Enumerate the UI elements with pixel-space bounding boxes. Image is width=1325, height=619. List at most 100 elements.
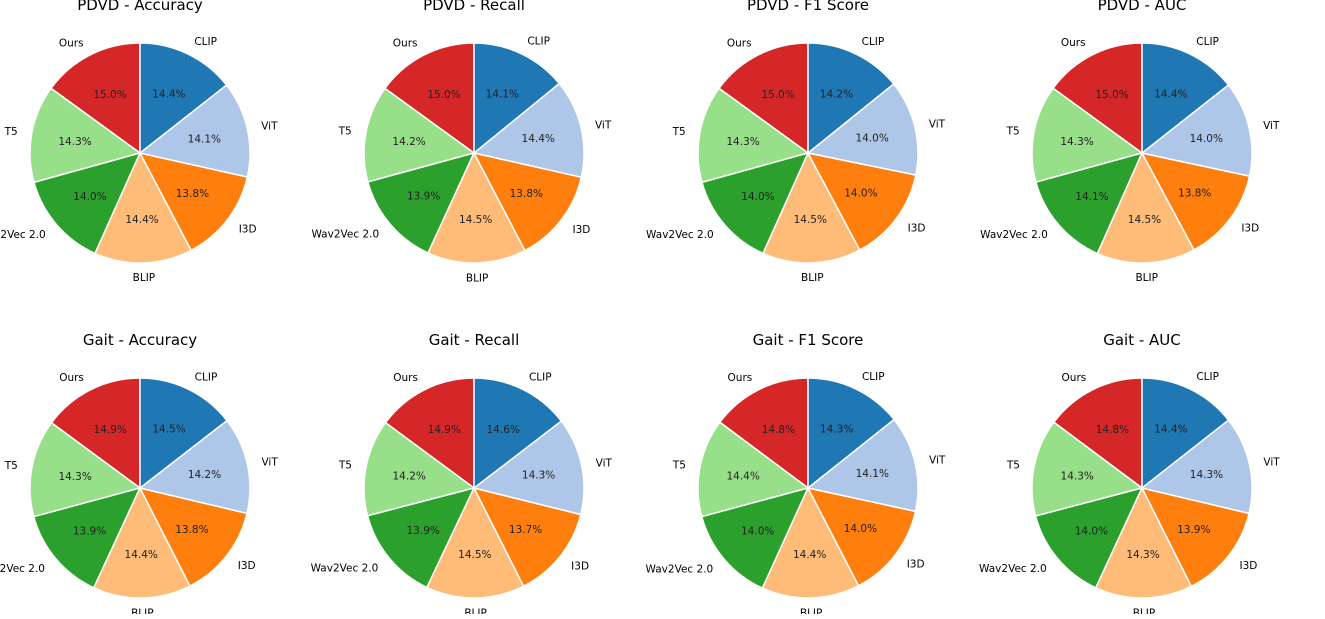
slice-label-t5: T5 xyxy=(672,126,686,138)
pie-slice-t5 xyxy=(1031,87,1144,184)
pie-slice-blip xyxy=(94,151,193,264)
slice-label-wav2vec-2-0: Wav2Vec 2.0 xyxy=(311,562,379,574)
pie-slice-vit xyxy=(472,82,585,179)
pie-slice-vit xyxy=(472,419,585,516)
pie-chart-pdvd-accuracy: PDVD - Accuracy 15.0% Ours 14.3% T5 14.0% Wav2… xyxy=(0,0,278,284)
percent-label: 15.0% xyxy=(1095,89,1128,101)
slice-label-blip: BLIP xyxy=(131,607,153,614)
percent-label: 14.4% xyxy=(152,89,185,101)
slice-label-clip: CLIP xyxy=(529,372,552,384)
pie-slice-blip xyxy=(761,486,860,599)
slice-label-t5: T5 xyxy=(1006,459,1020,471)
pie-slice-blip xyxy=(1096,151,1196,264)
percent-label: 14.1% xyxy=(486,88,519,100)
pie-chart-pdvd-f1-score: PDVD - F1 Score 15.0% Ours 14.3% T5 14.0% Wav2… xyxy=(646,0,946,284)
pie-slice-vit xyxy=(1140,83,1253,178)
percent-label: 14.3% xyxy=(820,424,853,436)
pie-slice-ours xyxy=(50,377,141,490)
percent-label: 14.6% xyxy=(487,424,520,436)
chart-title: Gait - F1 Score xyxy=(753,331,864,349)
slice-label-clip: CLIP xyxy=(1196,371,1219,383)
slice-label-wav2vec-2-0: Wav2Vec 2.0 xyxy=(980,229,1048,241)
pie-slice-t5 xyxy=(697,421,810,518)
slice-label-i3d: I3D xyxy=(239,224,257,236)
percent-label: 14.5% xyxy=(458,549,491,561)
slice-label-blip: BLIP xyxy=(1133,607,1155,614)
chart-title: PDVD - F1 Score xyxy=(747,0,869,14)
percent-label: 14.2% xyxy=(393,471,426,483)
pie-slice-clip xyxy=(139,42,228,155)
slice-label-t5: T5 xyxy=(338,126,352,138)
percent-label: 15.0% xyxy=(427,89,460,101)
pie-slice-ours xyxy=(718,377,809,490)
slice-label-i3d: I3D xyxy=(1239,560,1257,572)
pie-slice-t5 xyxy=(697,87,810,184)
pie-slice-t5 xyxy=(363,87,476,183)
chart-title: Gait - AUC xyxy=(1103,331,1181,349)
pie-slice-blip xyxy=(427,151,526,264)
slice-label-i3d: I3D xyxy=(1241,223,1259,235)
percent-label: 14.0% xyxy=(1190,133,1223,145)
slice-label-wav2vec-2-0: Wav2Vec 2.0 xyxy=(0,229,46,241)
slice-label-wav2vec-2-0: Wav2Vec 2.0 xyxy=(0,563,45,575)
percent-label: 14.4% xyxy=(1154,89,1187,101)
percent-label: 13.8% xyxy=(510,188,543,200)
percent-label: 14.0% xyxy=(844,523,877,535)
percent-label: 14.3% xyxy=(522,470,555,482)
pie-slice-i3d xyxy=(472,486,582,588)
pie-chart-gait-accuracy: Gait - Accuracy 14.9% Ours 14.3% T5 13.9% Wav2… xyxy=(0,331,278,619)
pie-slice-ours xyxy=(384,377,475,490)
pie-slice-ours xyxy=(1052,377,1143,490)
pie-slice-i3d xyxy=(138,151,249,252)
percent-label: 14.0% xyxy=(855,132,888,144)
slice-label-blip: BLIP xyxy=(801,272,823,284)
percent-label: 14.0% xyxy=(741,526,774,538)
slice-label-vit: ViT xyxy=(595,120,612,132)
percent-label: 13.7% xyxy=(509,524,542,536)
pie-slice-i3d xyxy=(1140,486,1250,588)
percent-label: 14.0% xyxy=(844,187,877,199)
slice-label-blip: BLIP xyxy=(1135,272,1157,284)
percent-label: 14.3% xyxy=(726,136,759,148)
pie-slice-i3d xyxy=(472,151,583,252)
percent-label: 14.3% xyxy=(58,136,91,148)
pie-slice-wav2vec-2-0 xyxy=(1034,486,1144,589)
pie-slice-clip xyxy=(473,42,561,155)
pie-slice-t5 xyxy=(363,421,476,517)
slice-label-i3d: I3D xyxy=(571,561,589,573)
pie-slice-vit xyxy=(138,419,251,515)
pie-slice-clip xyxy=(473,377,563,490)
slice-label-t5: T5 xyxy=(338,460,352,472)
pie-slice-wav2vec-2-0 xyxy=(366,151,476,254)
percent-label: 14.1% xyxy=(1075,191,1108,203)
percent-label: 15.0% xyxy=(93,89,126,101)
percent-label: 14.4% xyxy=(125,549,158,561)
pie-slice-wav2vec-2-0 xyxy=(366,486,476,589)
pie-slice-i3d xyxy=(138,486,248,588)
pie-chart-gait-recall: Gait - Recall 14.9% Ours 14.2% T5 13.9% Wav2Ve… xyxy=(311,331,613,619)
pie-chart-gait-f1-score: Gait - F1 Score 14.8% Ours 14.4% T5 14.0% Wav2… xyxy=(646,331,946,619)
slice-label-t5: T5 xyxy=(672,460,686,472)
slice-label-clip: CLIP xyxy=(194,36,217,48)
pie-slice-blip xyxy=(762,151,861,264)
pie-slice-wav2vec-2-0 xyxy=(1035,151,1144,255)
percent-label: 13.8% xyxy=(175,524,208,536)
pie-slice-wav2vec-2-0 xyxy=(701,151,810,255)
percent-label: 14.2% xyxy=(188,469,221,481)
slice-label-i3d: I3D xyxy=(573,224,591,236)
percent-label: 14.9% xyxy=(428,424,461,436)
slice-label-blip: BLIP xyxy=(800,607,822,614)
slice-label-vit: ViT xyxy=(261,457,278,469)
pie-slice-vit xyxy=(806,82,919,176)
pie-slice-vit xyxy=(138,83,251,178)
pie-chart-gait-auc: Gait - AUC 14.8% Ours 14.3% T5 14.0% Wav2Vec 2… xyxy=(979,331,1280,619)
percent-label: 14.0% xyxy=(1075,525,1108,537)
pie-slice-ours xyxy=(717,42,809,155)
percent-label: 14.1% xyxy=(856,468,889,480)
slice-label-t5: T5 xyxy=(1006,126,1020,138)
pie-slice-clip xyxy=(139,377,228,490)
pie-slice-i3d xyxy=(806,151,917,252)
percent-label: 13.9% xyxy=(407,191,440,203)
percent-label: 14.8% xyxy=(1096,424,1129,436)
